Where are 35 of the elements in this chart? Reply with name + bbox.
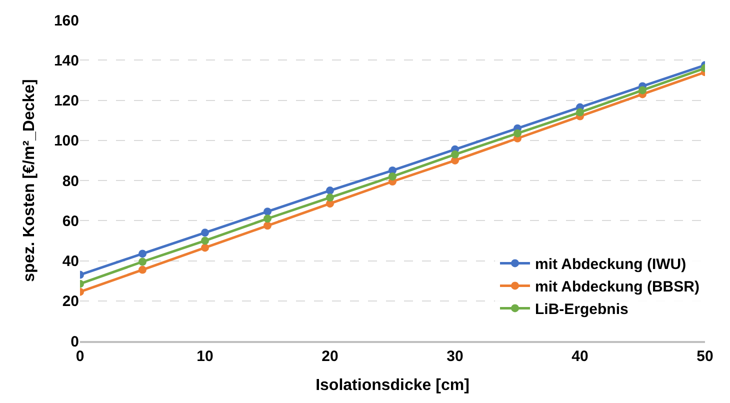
point xyxy=(451,150,459,158)
point xyxy=(576,108,584,116)
point xyxy=(388,172,396,180)
y-tick-label: 80 xyxy=(62,172,79,190)
x-tick-label: 30 xyxy=(446,348,464,365)
legend-label: mit Abdeckung (BBSR) xyxy=(535,278,700,296)
point xyxy=(514,129,522,138)
y-tick-label: 100 xyxy=(54,132,79,150)
point xyxy=(264,222,272,230)
x-tick-label: 10 xyxy=(196,348,214,365)
y-tick-label: 40 xyxy=(62,253,79,270)
x-tick-label: 50 xyxy=(696,348,714,365)
point xyxy=(638,86,646,94)
point xyxy=(138,250,146,258)
y-tick-label: 120 xyxy=(54,92,79,110)
point xyxy=(326,194,334,202)
y-tick-label: 20 xyxy=(62,293,79,310)
y-tick-label: 160 xyxy=(54,12,79,30)
y-tick-label: 0 xyxy=(70,333,79,350)
point xyxy=(264,208,272,216)
x-axis-title: Isolationsdicke [cm] xyxy=(316,377,470,394)
point xyxy=(201,228,209,237)
legend-label: mit Abdeckung (IWU) xyxy=(535,256,686,274)
y-tick-label: 60 xyxy=(62,212,79,230)
y-tick-label: 140 xyxy=(54,52,79,70)
legend-label: LiB-Ergebnis xyxy=(535,301,628,318)
point xyxy=(264,214,272,223)
point xyxy=(138,258,146,266)
y-axis-title: spez. Kosten [€/m²_Decke] xyxy=(20,79,38,282)
x-tick-label: 40 xyxy=(572,348,588,365)
point xyxy=(138,266,146,274)
point xyxy=(326,186,334,195)
x-tick-label: 20 xyxy=(322,348,338,365)
point xyxy=(201,236,209,245)
point xyxy=(201,244,209,252)
